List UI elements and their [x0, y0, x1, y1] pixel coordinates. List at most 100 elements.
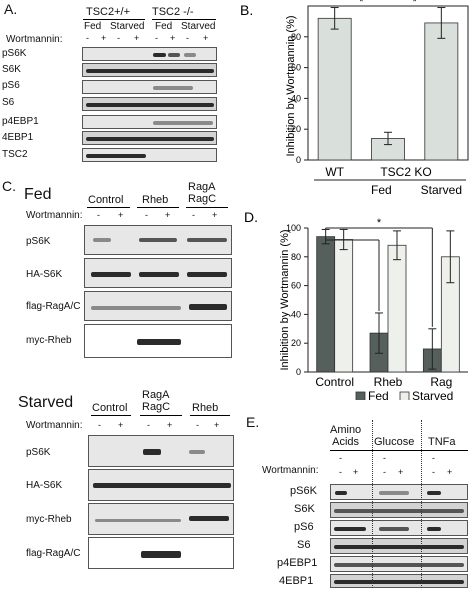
column-label: Control	[92, 402, 128, 414]
fed-title: Fed	[24, 186, 52, 203]
panel-e-label: E.	[246, 414, 260, 430]
column-label: Control	[88, 194, 124, 206]
wortmannin-label: Wortmannin:	[26, 210, 83, 221]
sign: +	[398, 467, 404, 477]
y-tick-label: 40	[291, 309, 301, 319]
y-tick-label: 80	[291, 252, 301, 262]
sign: -	[117, 33, 120, 43]
legend-swatch	[399, 391, 410, 400]
blot-strip	[330, 538, 468, 554]
sign: -	[145, 210, 148, 220]
sign: -	[97, 210, 100, 220]
significance-star: *	[413, 0, 418, 8]
sign: -	[86, 33, 89, 43]
blot-strip	[82, 97, 217, 111]
column-divider	[186, 207, 228, 208]
sign: +	[101, 33, 107, 43]
bar	[316, 236, 336, 373]
panel-a-label: A.	[4, 1, 18, 17]
y-tick-label: 20	[291, 124, 301, 134]
column-label: RagA RagC	[188, 181, 217, 205]
y-tick-label: 60	[291, 281, 301, 291]
sign: +	[118, 420, 124, 430]
column-divider	[91, 415, 131, 416]
sign: -	[186, 33, 189, 43]
group-label-wt: TSC2+/+	[86, 6, 131, 18]
blot-strip	[88, 435, 234, 467]
y-tick-label: 80	[291, 32, 301, 42]
sign: -	[155, 33, 158, 43]
significance-star: *	[377, 217, 382, 229]
sign: -	[432, 467, 435, 477]
bar	[387, 244, 407, 373]
x-tick-label: TSC2 KO	[380, 165, 431, 179]
blot-row-label: pS6K	[26, 447, 51, 458]
blot-row-label: S6	[2, 97, 15, 108]
blot-strip	[82, 47, 217, 61]
blot-strip	[88, 537, 234, 569]
column-label: Rheb	[192, 402, 219, 414]
sign: +	[167, 420, 173, 430]
y-tick-label: 0	[296, 155, 301, 165]
significance-star: *	[359, 0, 364, 8]
sign: -	[432, 453, 435, 463]
blot-strip	[82, 63, 217, 77]
column-label: Amino Acids	[330, 424, 362, 448]
sign: -	[339, 467, 342, 477]
group-divider	[83, 19, 145, 20]
lane-separator	[372, 420, 373, 588]
x-tick-label: WT	[325, 165, 344, 179]
column-label: Rheb	[142, 194, 169, 206]
blot-row-label: TSC2	[2, 149, 28, 160]
sign: +	[118, 210, 124, 220]
blot-strip	[88, 503, 234, 535]
y-axis-label: Inhibition by Wortmannin (%)	[279, 229, 291, 370]
blot-row-label: pS6	[2, 80, 20, 91]
sign: +	[203, 33, 209, 43]
x-tick-label: Control	[315, 375, 354, 389]
panel-b-label: B.	[240, 2, 253, 18]
wortmannin-label: Wortmannin:	[6, 34, 63, 45]
group-label-ko: TSC2 -/-	[152, 6, 194, 18]
sign: -	[196, 420, 199, 430]
x-tick-label: Rheb	[374, 375, 403, 389]
y-tick-label: 100	[286, 223, 301, 233]
wortmannin-label: Wortmannin:	[262, 465, 319, 476]
lane-separator	[421, 420, 422, 588]
blot-row-label: flag-RagA/C	[26, 301, 81, 312]
chart-b: B. Inhibition by Wortmannin (%) 0 20 40 60 8…	[240, 0, 469, 197]
blot-strip	[330, 502, 468, 518]
blot-strip	[82, 148, 217, 162]
bars: *	[316, 217, 460, 373]
column-label: RagA RagC	[142, 389, 171, 413]
blot-row-label: pS6K	[290, 485, 317, 497]
blot-row-label: S6K	[294, 503, 315, 515]
bar	[334, 239, 354, 373]
blot-row-label: 4EBP1	[279, 575, 314, 587]
group-label: Starved	[421, 183, 462, 197]
blot-strip	[84, 225, 232, 255]
blot-strip	[330, 484, 468, 500]
blot-strip	[82, 131, 217, 145]
blot-row-label: HA-S6K	[26, 269, 63, 280]
sign: +	[212, 210, 218, 220]
sign: -	[383, 453, 386, 463]
condition-label: Starved	[181, 21, 216, 32]
sign: +	[447, 467, 453, 477]
y-axis-label: Inhibition by Wortmannin (%)	[285, 15, 297, 156]
blot-row-label: HA-S6K	[26, 480, 63, 491]
blot-row-label: pS6	[294, 521, 314, 533]
condition-label: Starved	[110, 21, 145, 32]
sign: +	[214, 420, 220, 430]
panel-d-label: D.	[244, 209, 258, 225]
blot-strip	[82, 80, 217, 94]
bars: * *	[317, 0, 459, 161]
legend: Fed Starved	[355, 389, 453, 400]
legend-label: Fed	[368, 389, 389, 400]
column-divider	[140, 415, 182, 416]
blot-row-label: 4EBP1	[2, 132, 34, 143]
sign: -	[383, 467, 386, 477]
condition-label: Fed	[155, 21, 173, 32]
sign: +	[170, 33, 176, 43]
panel-c-label: C.	[2, 178, 16, 194]
